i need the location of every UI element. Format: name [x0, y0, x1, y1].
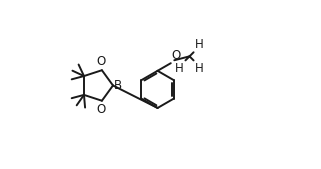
Text: H: H	[195, 38, 204, 51]
Text: H: H	[175, 62, 184, 75]
Text: O: O	[97, 103, 106, 116]
Text: O: O	[171, 49, 181, 62]
Text: B: B	[114, 79, 122, 92]
Text: H: H	[195, 62, 204, 75]
Text: O: O	[97, 55, 106, 68]
